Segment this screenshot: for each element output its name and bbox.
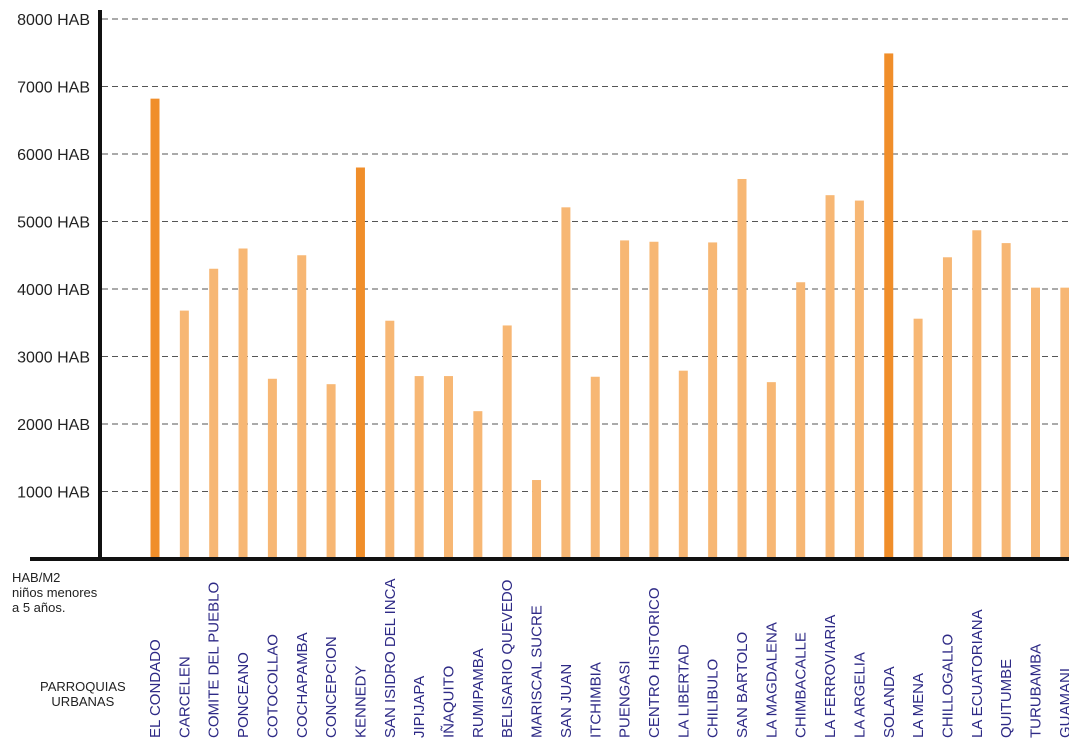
bar — [737, 178, 747, 559]
group-caption-line: PARROQUIAS — [40, 679, 126, 694]
x-tick-label: IÑAQUITO — [441, 666, 458, 738]
x-tick-label: CENTRO HISTORICO — [646, 587, 663, 738]
x-tick-label: LA FERROVIARIA — [822, 615, 839, 738]
x-tick-label: CHILLOGALLO — [939, 634, 956, 738]
bar — [179, 310, 189, 559]
x-tick-label: SAN BARTOLO — [734, 632, 751, 738]
grid-lines — [102, 18, 1069, 492]
y-tick-label: 2000 HAB — [17, 417, 90, 434]
x-tick-label: CARCELEN — [176, 656, 193, 738]
bar — [913, 318, 923, 559]
group-caption: PARROQUIAS URBANAS — [40, 679, 126, 709]
bar — [1031, 287, 1040, 559]
bar — [972, 230, 982, 559]
x-tick-label: LA MAGDALENA — [763, 622, 780, 738]
bar — [414, 376, 424, 559]
axis-caption: HAB/M2 niños menores a 5 años. — [12, 570, 97, 615]
x-tick-label: QUITUMBE — [998, 659, 1015, 738]
bar — [825, 195, 835, 560]
bar — [620, 240, 630, 559]
x-tick-label: JIPIJAPA — [411, 676, 428, 738]
y-tick-label: 7000 HAB — [17, 80, 90, 97]
x-tick-label: TURUBAMBA — [1028, 644, 1045, 738]
bar — [561, 207, 571, 559]
x-tick-labels: EL CONDADO CARCELEN COMITE DEL PUEBLO PONCE… — [147, 579, 1069, 738]
bars — [150, 53, 1069, 560]
bar — [884, 53, 894, 560]
x-tick-label: GUAMANI — [1057, 668, 1069, 738]
x-tick-label: SOLANDA — [881, 666, 898, 738]
x-tick-label: BELISARIO QUEVEDO — [499, 580, 516, 738]
bar — [708, 242, 718, 560]
x-tick-label: COMITE DEL PUEBLO — [206, 582, 223, 738]
y-tick-label: 8000 HAB — [17, 12, 90, 29]
y-tick-label: 4000 HAB — [17, 282, 90, 299]
x-tick-label: PONCEANO — [235, 652, 252, 738]
bar — [267, 378, 277, 559]
axis-caption-line: HAB/M2 — [12, 570, 61, 585]
bar — [238, 248, 248, 559]
x-tick-label: PUENGASI — [617, 660, 634, 738]
bar — [649, 241, 659, 559]
bar — [297, 255, 307, 559]
bar — [942, 257, 952, 559]
y-tick-label: 3000 HAB — [17, 350, 90, 367]
x-tick-label: CONCEPCION — [323, 636, 340, 738]
bar — [385, 320, 395, 559]
axis-caption-line: niños menores — [12, 585, 98, 600]
bar — [678, 370, 688, 559]
x-tick-label: CHILIBULO — [705, 659, 722, 738]
bar — [355, 167, 365, 559]
x-tick-label: SAN ISIDRO DEL INCA — [382, 579, 399, 738]
bar — [532, 480, 542, 559]
x-tick-label: MARISCAL SUCRE — [529, 605, 546, 738]
x-tick-label: EL CONDADO — [147, 639, 164, 738]
x-tick-label: KENNEDY — [352, 665, 369, 738]
x-tick-label: ITCHIMBIA — [587, 662, 604, 738]
x-tick-label: COTOCOLLAO — [264, 634, 281, 738]
bar — [502, 325, 512, 559]
bar — [326, 384, 336, 559]
x-tick-label: LA ECUATORIANA — [969, 609, 986, 738]
y-tick-label: 1000 HAB — [17, 485, 90, 502]
y-tick-label: 6000 HAB — [17, 147, 90, 164]
x-tick-label: LA LIBERTAD — [675, 644, 692, 738]
y-tick-labels: 1000 HAB 2000 HAB 3000 HAB 4000 HAB 5000 HAB… — [17, 12, 90, 502]
bar — [1060, 287, 1069, 559]
bar — [150, 98, 160, 560]
bar — [473, 411, 483, 559]
x-tick-label: RUMIPAMBA — [470, 648, 487, 738]
x-tick-label: CHIMBACALLE — [793, 632, 810, 738]
axis-caption-line: a 5 años. — [12, 600, 66, 615]
bar — [854, 200, 864, 559]
x-tick-label: LA ARGELIA — [851, 652, 868, 738]
bar — [796, 282, 806, 559]
bar — [590, 376, 600, 559]
bar — [209, 268, 219, 559]
group-caption-line: URBANAS — [51, 694, 115, 709]
y-tick-label: 5000 HAB — [17, 215, 90, 232]
bar — [766, 382, 776, 559]
x-tick-label: LA MENA — [910, 673, 927, 738]
bar — [444, 376, 453, 559]
x-tick-label: SAN JUAN — [558, 664, 575, 738]
x-tick-label: COCHAPAMBA — [294, 632, 311, 738]
bar — [1001, 243, 1011, 559]
